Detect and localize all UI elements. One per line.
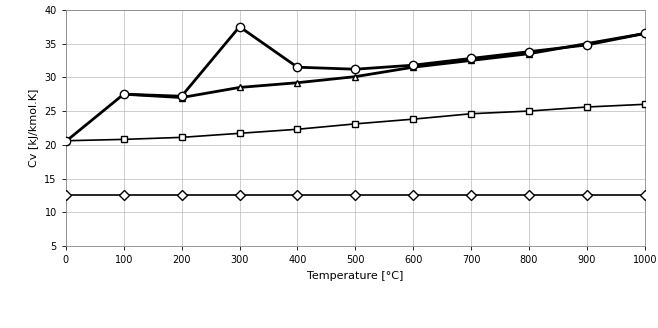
Air <box>293 127 301 131</box>
Air <box>62 139 70 143</box>
100kPa <box>178 95 186 99</box>
Air <box>351 122 359 126</box>
He <box>409 194 417 197</box>
Legend: He, Air, 100kPa, 5000kPa: He, Air, 100kPa, 5000kPa <box>233 327 478 328</box>
5000kPa <box>641 31 649 35</box>
He <box>351 194 359 197</box>
Line: He: He <box>63 192 648 199</box>
100kPa <box>293 81 301 85</box>
Line: Air: Air <box>63 101 648 144</box>
5000kPa <box>409 63 417 67</box>
He <box>120 194 128 197</box>
Air <box>467 112 475 116</box>
5000kPa <box>62 139 70 143</box>
5000kPa <box>583 43 591 47</box>
He <box>525 194 533 197</box>
100kPa <box>467 58 475 62</box>
He <box>293 194 301 197</box>
Air <box>409 117 417 121</box>
He <box>178 194 186 197</box>
He <box>62 194 70 197</box>
100kPa <box>120 92 128 96</box>
Air <box>120 137 128 141</box>
Line: 5000kPa: 5000kPa <box>62 23 649 146</box>
5000kPa <box>467 56 475 60</box>
100kPa <box>409 65 417 69</box>
Y-axis label: Cv [kJ/kmol.K]: Cv [kJ/kmol.K] <box>29 89 39 167</box>
He <box>467 194 475 197</box>
100kPa <box>583 42 591 46</box>
100kPa <box>236 86 243 90</box>
5000kPa <box>178 94 186 98</box>
100kPa <box>351 75 359 79</box>
5000kPa <box>351 67 359 71</box>
Line: 100kPa: 100kPa <box>120 30 648 101</box>
5000kPa <box>525 50 533 54</box>
5000kPa <box>293 65 301 69</box>
5000kPa <box>120 92 128 96</box>
He <box>583 194 591 197</box>
5000kPa <box>236 25 243 29</box>
Air <box>178 135 186 139</box>
Air <box>236 131 243 135</box>
100kPa <box>525 52 533 56</box>
Air <box>641 102 649 106</box>
100kPa <box>641 31 649 35</box>
Air <box>583 105 591 109</box>
He <box>641 194 649 197</box>
He <box>236 194 243 197</box>
X-axis label: Temperature [°C]: Temperature [°C] <box>307 271 403 280</box>
Air <box>525 109 533 113</box>
